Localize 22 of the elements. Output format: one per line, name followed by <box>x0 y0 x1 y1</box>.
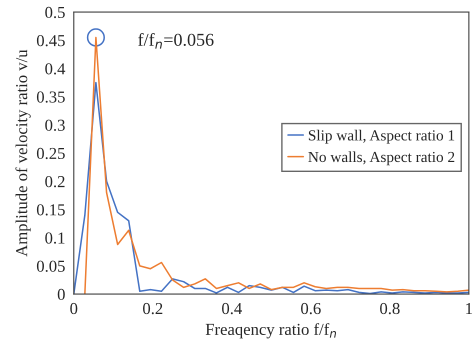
y-tick-label: 0.3 <box>45 120 65 131</box>
y-tick-label: 0.25 <box>36 148 65 160</box>
y-tick-label: 0 <box>58 288 65 300</box>
y-tick-label: 0.05 <box>36 260 65 272</box>
y-tick-label: 0.35 <box>36 91 65 103</box>
x-tick-label: 0.6 <box>301 302 321 314</box>
y-tick-label: 0.2 <box>45 176 65 188</box>
x-tick-label: 1 <box>466 302 472 314</box>
y-tick-label: 0.1 <box>45 232 64 244</box>
legend-label: No walls, Aspect ratio 2 <box>308 151 454 166</box>
y-tick-label: 0.5 <box>45 6 65 18</box>
x-tick-label: 0.4 <box>222 302 242 314</box>
y-axis-title: Amplitude of velocity ratio v/u <box>15 50 31 257</box>
annotation: f/f$_{n}$=0.056 <box>138 33 214 49</box>
x-tick-label: 0.8 <box>380 302 400 314</box>
y-tick-label: 0.4 <box>45 63 66 75</box>
y-tick-label: 0.45 <box>36 35 65 46</box>
x-tick-label: 0.2 <box>143 302 162 314</box>
x-tick-label: 0 <box>70 302 78 314</box>
y-tick-label: 0.15 <box>36 204 65 216</box>
legend-label: Slip wall, Aspect ratio 1 <box>308 130 454 144</box>
x-axis-title: Freaqency ratio f/f$_{n}$ <box>206 323 336 338</box>
